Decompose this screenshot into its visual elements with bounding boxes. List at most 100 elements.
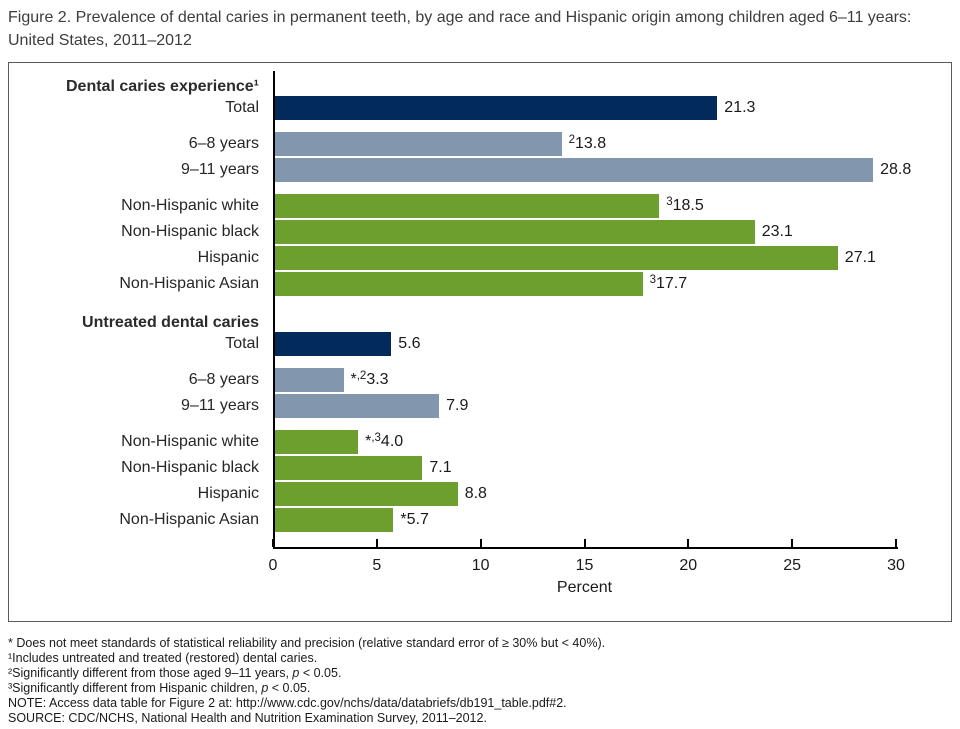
- bar: [275, 508, 394, 533]
- bar-zone: 317.7: [275, 271, 951, 297]
- x-axis-line: [273, 547, 898, 550]
- bar-zone: 5.6: [275, 331, 951, 357]
- bar-row: Non-Hispanic Asian 317.7: [9, 271, 951, 297]
- footnotes: * Does not meet standards of statistical…: [8, 636, 952, 726]
- group-header-row: Untreated dental caries: [9, 307, 951, 331]
- bar-row: Hispanic 27.1: [9, 245, 951, 271]
- bar: [275, 272, 643, 297]
- bar: [275, 246, 838, 271]
- bar-value-label: 318.5: [666, 196, 704, 215]
- bar-row: Non-Hispanic black 23.1: [9, 219, 951, 245]
- bar-zone: 8.8: [275, 481, 951, 507]
- bar-zone: 213.8: [275, 131, 951, 157]
- x-axis-tick: [687, 539, 690, 548]
- bar-label: Non-Hispanic Asian: [119, 510, 259, 528]
- bar-label: 6–8 years: [188, 370, 259, 388]
- bar-value-label: 7.1: [429, 459, 452, 477]
- bar: [275, 394, 440, 419]
- bar-label: Hispanic: [197, 484, 259, 502]
- x-axis-tick: [791, 539, 794, 548]
- bar-zone: *,23.3: [275, 367, 951, 393]
- bar-zone: 7.1: [275, 455, 951, 481]
- bar-value-label: 8.8: [464, 485, 487, 503]
- bar-zone: 21.3: [275, 95, 951, 121]
- bar-zone: 318.5: [275, 193, 951, 219]
- group-gap: [9, 357, 951, 367]
- x-axis-tick-label: 0: [268, 557, 278, 575]
- x-axis-tick: [479, 539, 482, 548]
- bar: [275, 194, 660, 219]
- bar: [275, 132, 562, 157]
- bar: [275, 96, 718, 121]
- bar-value-label: 5.6: [398, 335, 421, 353]
- x-axis-tick: [583, 539, 586, 548]
- bar: [275, 368, 344, 393]
- x-axis-tick: [375, 539, 378, 548]
- bar-zone: 7.9: [275, 393, 951, 419]
- x-axis-tick: [272, 539, 274, 548]
- footnote-line: ²Significantly different from those aged…: [8, 666, 342, 681]
- bar-row: Non-Hispanic white 318.5: [9, 193, 951, 219]
- x-axis-tick-label: 5: [372, 557, 382, 575]
- bar-label: 9–11 years: [181, 396, 259, 414]
- footnote-line: SOURCE: CDC/NCHS, National Health and Nu…: [8, 711, 487, 726]
- bar-zone: 27.1: [275, 245, 951, 271]
- bar-label: 6–8 years: [188, 134, 259, 152]
- bar-value-label: 317.7: [649, 274, 688, 293]
- x-axis-tick-label: 10: [471, 557, 490, 575]
- bar-value-label: 23.1: [761, 223, 793, 241]
- bar-value-label: 213.8: [568, 134, 607, 153]
- bar-row: Non-Hispanic Asian *5.7: [9, 507, 951, 533]
- x-axis-tick-label: 20: [679, 557, 698, 575]
- bar: [275, 158, 874, 183]
- group-header-row: Dental caries experience¹: [9, 71, 951, 95]
- bar-label: Total: [225, 334, 259, 352]
- chart-box: Dental caries experience¹ Total 21.3 6–8 ye…: [8, 62, 952, 623]
- bar: [275, 456, 423, 481]
- bar-row: Hispanic 8.8: [9, 481, 951, 507]
- bar-label: Non-Hispanic Asian: [119, 274, 259, 292]
- bar-label: Non-Hispanic white: [121, 432, 259, 450]
- bar-zone: 28.8: [275, 157, 951, 183]
- bar-label: Non-Hispanic black: [121, 222, 259, 240]
- footnote-line: NOTE: Access data table for Figure 2 at:…: [8, 696, 567, 711]
- footnote-line: * Does not meet standards of statistical…: [8, 636, 606, 651]
- x-axis-tick: [895, 539, 897, 548]
- bar-row: 6–8 years *,23.3: [9, 367, 951, 393]
- bar-label: Non-Hispanic white: [121, 196, 259, 214]
- bar: [275, 430, 359, 455]
- bar-label: Non-Hispanic black: [121, 458, 259, 476]
- bar-value-label: 7.9: [446, 397, 469, 415]
- bar: [275, 220, 755, 245]
- bar-value-label: *,34.0: [365, 432, 404, 451]
- bar-value-label: 27.1: [844, 249, 876, 267]
- group-header-label: Untreated dental caries: [82, 313, 259, 331]
- bar-row: 6–8 years 213.8: [9, 131, 951, 157]
- group-gap: [9, 297, 951, 307]
- x-axis-tick-label: 25: [783, 557, 802, 575]
- bar-zone: 23.1: [275, 219, 951, 245]
- bar-row: Total 5.6: [9, 331, 951, 357]
- group-header-label: Dental caries experience¹: [66, 77, 259, 95]
- bar-value-label: 28.8: [880, 161, 912, 179]
- bar-label: 9–11 years: [181, 160, 259, 178]
- bar-row: Non-Hispanic white *,34.0: [9, 429, 951, 455]
- bar-label: Total: [225, 98, 259, 116]
- bar-label: Hispanic: [197, 248, 259, 266]
- group-gap: [9, 419, 951, 429]
- bar-zone: *,34.0: [275, 429, 951, 455]
- x-axis-tick-label: 15: [575, 557, 594, 575]
- bar: [275, 332, 392, 357]
- group-gap: [9, 121, 951, 131]
- footnote-line: ³Significantly different from Hispanic c…: [8, 681, 311, 696]
- bar-value-label: *,23.3: [350, 370, 389, 389]
- y-axis-line: [273, 71, 275, 550]
- bar-rows: Dental caries experience¹ Total 21.3 6–8 ye…: [9, 63, 951, 533]
- bar-row: Total 21.3: [9, 95, 951, 121]
- x-axis-tick-label: 30: [887, 557, 905, 575]
- bar-row: 9–11 years 28.8: [9, 157, 951, 183]
- footnote-line: ¹Includes untreated and treated (restore…: [8, 651, 318, 666]
- bar-value-label: 21.3: [724, 99, 756, 117]
- x-axis-title: Percent: [556, 579, 613, 597]
- group-gap: [9, 183, 951, 193]
